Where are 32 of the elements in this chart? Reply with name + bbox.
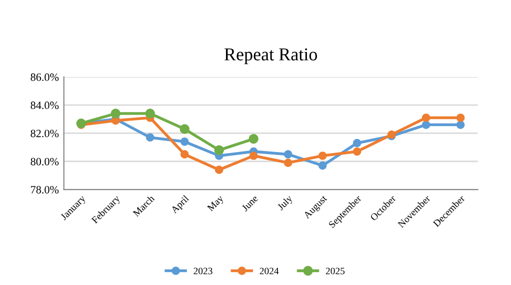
y-tick-label: 82.0% <box>30 130 59 138</box>
point <box>456 114 465 122</box>
point <box>214 145 224 155</box>
chart-title: Repeat Ratio <box>224 48 318 64</box>
point <box>248 134 258 144</box>
point <box>180 138 189 146</box>
legend-label: 2025 <box>326 268 345 274</box>
y-tick-label: 80.0% <box>30 158 59 166</box>
x-tick-label: July <box>276 194 294 212</box>
point <box>318 161 327 170</box>
point <box>352 147 362 156</box>
y-tick-label: 86.0% <box>30 73 59 81</box>
point <box>284 150 292 159</box>
point <box>456 120 465 129</box>
point <box>284 158 292 167</box>
point <box>422 120 430 129</box>
x-tick-label: June <box>241 194 258 212</box>
point <box>214 166 224 174</box>
point <box>352 138 362 148</box>
y-tick-label: 78.0% <box>31 186 59 194</box>
legend-label: 2024 <box>260 268 279 274</box>
point <box>180 150 189 159</box>
x-tick-label: May <box>206 194 226 214</box>
point <box>180 124 190 134</box>
y-tick-label: 84.0% <box>30 102 59 110</box>
point <box>146 133 154 142</box>
point <box>110 108 120 118</box>
point <box>249 152 258 160</box>
point <box>145 108 155 118</box>
point <box>318 152 327 160</box>
point <box>422 114 430 122</box>
legend-label: 2023 <box>194 268 212 274</box>
